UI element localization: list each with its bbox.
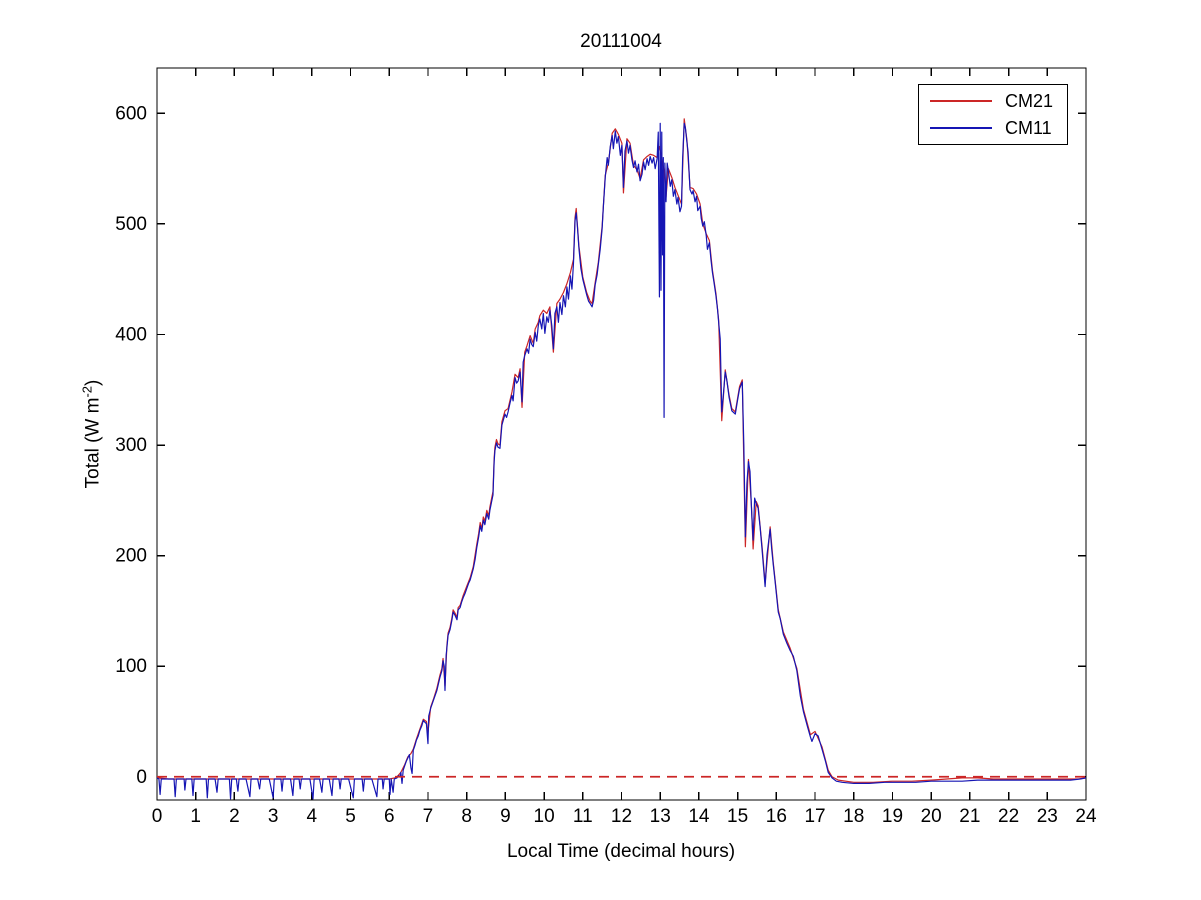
x-tick-label-6: 6 — [384, 806, 395, 827]
axes-box — [156, 67, 1087, 801]
x-tick-label-18: 18 — [843, 806, 864, 827]
y-tick-label-400: 400 — [115, 324, 147, 345]
x-tick-label-19: 19 — [882, 806, 903, 827]
x-tick-label-14: 14 — [688, 806, 710, 827]
tick-labels: 0 1 2 3 4 5 6 7 8 9 10 11 12 13 14 15 16 17 18 19 20 21 22 23 24… — [115, 103, 1097, 827]
x-axis-label: Local Time (decimal hours) — [506, 841, 736, 862]
y-axis-label-superscript: -2 — [79, 385, 95, 398]
y-tick-label-100: 100 — [115, 656, 147, 677]
axis-box — [156, 67, 1087, 801]
x-tick-label-16: 16 — [766, 806, 787, 827]
cm21-line — [156, 118, 1087, 783]
x-tick-label-1: 1 — [190, 806, 201, 827]
y-tick-label-300: 300 — [115, 435, 147, 456]
y-axis-label: Total (W m-2) — [79, 380, 104, 489]
x-tick-label-20: 20 — [921, 806, 942, 827]
y-axis-label-main: Total (W m — [82, 397, 104, 489]
x-tick-label-10: 10 — [534, 806, 555, 827]
cm11-legend-label: CM11 — [1005, 118, 1052, 138]
y-tick-label-600: 600 — [115, 103, 147, 124]
x-tick-label-13: 13 — [650, 806, 671, 827]
x-tick-label-17: 17 — [804, 806, 825, 827]
cm21-legend-line-sample — [930, 100, 992, 102]
x-tick-label-2: 2 — [229, 806, 240, 827]
x-tick-label-5: 5 — [345, 806, 356, 827]
x-tick-label-9: 9 — [500, 806, 511, 827]
chart-title: 20111004 — [580, 31, 662, 52]
legend: CM21 CM11 — [918, 84, 1068, 145]
x-tick-label-21: 21 — [959, 806, 980, 827]
x-tick-label-15: 15 — [727, 806, 748, 827]
x-tick-label-24: 24 — [1075, 806, 1097, 827]
legend-entry-cm21: CM21 — [919, 90, 1067, 112]
x-tick-label-8: 8 — [461, 806, 472, 827]
y-tick-label-200: 200 — [115, 546, 147, 567]
x-tick-label-23: 23 — [1037, 806, 1058, 827]
cm21-legend-label: CM21 — [1005, 91, 1054, 111]
x-tick-label-12: 12 — [611, 806, 632, 827]
x-tick-label-3: 3 — [268, 806, 279, 827]
y-tick-label-0: 0 — [136, 767, 147, 788]
x-tick-label-11: 11 — [573, 806, 593, 827]
data-series-layer — [156, 118, 1087, 800]
cm11-line — [156, 122, 1087, 800]
x-tick-label-4: 4 — [307, 806, 318, 827]
x-tick-label-7: 7 — [423, 806, 434, 827]
x-tick-label-22: 22 — [998, 806, 1019, 827]
y-axis-label-end: ) — [82, 379, 104, 386]
x-tick-label-0: 0 — [152, 806, 163, 827]
cm11-legend-line-sample — [930, 127, 992, 129]
y-tick-label-500: 500 — [115, 214, 147, 235]
legend-entry-cm11: CM11 — [919, 117, 1067, 139]
